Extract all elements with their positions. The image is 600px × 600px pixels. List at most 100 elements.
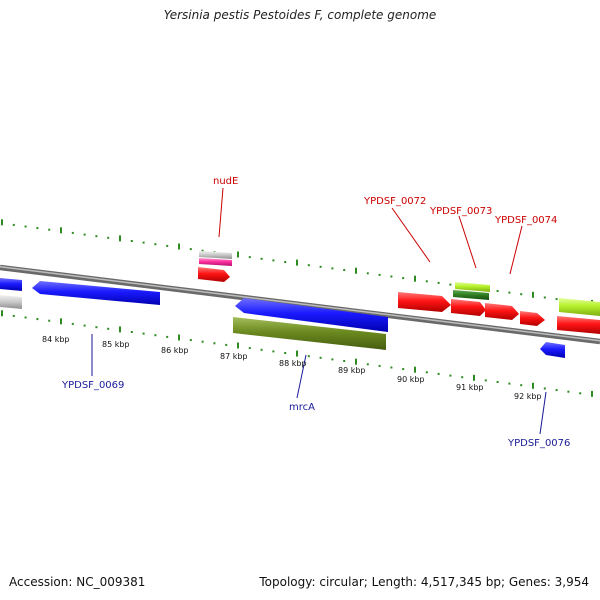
genome-backbone-highlight bbox=[0, 266, 600, 342]
inner-track-minor-tick bbox=[95, 326, 98, 329]
outer-track-minor-tick bbox=[390, 275, 393, 278]
inner-track-minor-tick bbox=[449, 374, 452, 377]
outer-track-minor-tick bbox=[248, 256, 251, 259]
inner-track-major-tick bbox=[178, 334, 180, 341]
leader-nude bbox=[218, 187, 224, 238]
inner-track-minor-tick bbox=[24, 316, 27, 319]
outer-track-minor-tick bbox=[555, 298, 558, 301]
outer-track-major-tick bbox=[414, 275, 416, 282]
gene-label-ypdsf-0072: YPDSF_0072 bbox=[363, 196, 426, 207]
leader-ypdsf-0076 bbox=[539, 391, 547, 435]
outer-track-minor-tick bbox=[154, 243, 157, 246]
inner-track-minor-tick bbox=[331, 358, 334, 361]
outer-track-minor-tick bbox=[36, 227, 39, 230]
inner-track-major-tick bbox=[532, 382, 534, 389]
leader-ypdsf-0072 bbox=[391, 207, 431, 263]
outer-track-minor-tick bbox=[449, 283, 452, 286]
gene-right-red bbox=[557, 316, 600, 334]
leader-ypdsf-0074 bbox=[509, 225, 523, 275]
gene-mrca-olive bbox=[233, 317, 386, 350]
inner-track-minor-tick bbox=[189, 339, 192, 342]
forward-strand-features bbox=[198, 251, 600, 334]
inner-track-minor-tick bbox=[390, 366, 393, 369]
gene-left-edge-gray bbox=[0, 295, 22, 309]
scale-label-92: 92 kbp bbox=[514, 392, 542, 401]
outer-track-minor-tick bbox=[508, 291, 511, 294]
outer-track-minor-tick bbox=[437, 281, 440, 284]
label-leaders bbox=[91, 187, 547, 435]
outer-track-minor-tick bbox=[402, 277, 405, 280]
scale-label-88: 88 kbp bbox=[279, 359, 307, 368]
inner-track-minor-tick bbox=[579, 392, 582, 395]
outer-track-minor-tick bbox=[12, 223, 15, 226]
outer-track-minor-tick bbox=[142, 241, 145, 244]
inner-track-minor-tick bbox=[461, 376, 464, 379]
inner-track-minor-tick bbox=[225, 343, 228, 346]
scale-label-85: 85 kbp bbox=[102, 340, 130, 349]
inner-track-minor-tick bbox=[272, 350, 275, 353]
inner-track-major-tick bbox=[1, 310, 3, 317]
inner-track-major-tick bbox=[473, 374, 475, 381]
inner-track-major-tick bbox=[355, 358, 357, 365]
outer-track-major-tick bbox=[178, 243, 180, 250]
outer-track-minor-tick bbox=[520, 293, 523, 296]
outer-track-minor-tick bbox=[272, 259, 275, 262]
gene-ypdsf-0073-green bbox=[453, 290, 489, 300]
outer-track-major-tick bbox=[355, 267, 357, 274]
inner-track-minor-tick bbox=[260, 348, 263, 351]
gene-left-edge-blue bbox=[0, 278, 22, 291]
outer-track-minor-tick bbox=[95, 235, 98, 238]
gene-ypdsf-0069-arrow bbox=[32, 281, 160, 305]
outer-track-minor-tick bbox=[307, 264, 310, 267]
inner-track-minor-tick bbox=[213, 342, 216, 345]
gene-ypdsf-0072-arrow bbox=[398, 292, 451, 312]
inner-track-major-tick bbox=[591, 390, 593, 397]
gene-label-ypdsf-0073: YPDSF_0073 bbox=[429, 206, 492, 217]
outer-track-minor-tick bbox=[319, 265, 322, 268]
gene-labels: nudE YPDSF_0072 YPDSF_0073 YPDSF_0074 YP… bbox=[61, 176, 570, 449]
outer-track-minor-tick bbox=[496, 290, 499, 292]
outer-track-minor-tick bbox=[24, 225, 27, 228]
outer-track-major-tick bbox=[119, 235, 121, 242]
outer-track-minor-tick bbox=[83, 233, 86, 236]
topology-text: Topology: circular; Length: 4,517,345 bp… bbox=[259, 575, 589, 589]
inner-track-minor-tick bbox=[48, 319, 51, 322]
inner-track-minor-tick bbox=[437, 372, 440, 375]
inner-track-minor-tick bbox=[496, 381, 499, 383]
gene-ypdsf-0073-lime bbox=[455, 282, 490, 292]
scale-label-91: 91 kbp bbox=[456, 383, 484, 392]
outer-track-major-tick bbox=[237, 251, 239, 258]
outer-track-minor-tick bbox=[331, 267, 334, 270]
inner-track-minor-tick bbox=[319, 356, 322, 359]
inner-track-major-tick bbox=[237, 342, 239, 349]
inner-track-minor-tick bbox=[107, 327, 110, 330]
scale-label-90: 90 kbp bbox=[397, 375, 425, 384]
gene-nude-red-arrow bbox=[198, 267, 230, 282]
inner-track-minor-tick bbox=[555, 389, 558, 392]
outer-track-major-tick bbox=[1, 219, 3, 226]
inner-track-minor-tick bbox=[520, 384, 523, 387]
leader-ypdsf-0073 bbox=[458, 215, 477, 269]
gene-nude-gray bbox=[199, 251, 232, 259]
outer-track-minor-tick bbox=[71, 231, 74, 234]
outer-track-minor-tick bbox=[284, 261, 287, 263]
inner-track-minor-tick bbox=[142, 332, 145, 335]
outer-track-minor-tick bbox=[425, 280, 428, 283]
inner-track-minor-tick bbox=[154, 334, 157, 337]
inner-track-minor-tick bbox=[130, 331, 133, 333]
scale-label-87: 87 kbp bbox=[220, 352, 248, 361]
leader-mrca bbox=[296, 354, 307, 399]
inner-track-minor-tick bbox=[248, 347, 251, 350]
inner-track-minor-tick bbox=[166, 335, 169, 338]
scale-label-84: 84 kbp bbox=[42, 335, 70, 344]
inner-track-minor-tick bbox=[508, 382, 511, 385]
inner-track-minor-tick bbox=[71, 322, 74, 325]
outer-track-minor-tick bbox=[366, 272, 369, 275]
inner-track-minor-tick bbox=[402, 368, 405, 371]
outer-track-minor-tick bbox=[378, 273, 381, 276]
inner-track-minor-tick bbox=[567, 390, 570, 393]
outer-track-minor-tick bbox=[130, 240, 133, 242]
inner-track-minor-tick bbox=[284, 352, 287, 354]
gene-ypdsf-0076-arrow bbox=[540, 342, 565, 358]
gene-ypdsf-0074-arrow-c bbox=[520, 311, 545, 326]
